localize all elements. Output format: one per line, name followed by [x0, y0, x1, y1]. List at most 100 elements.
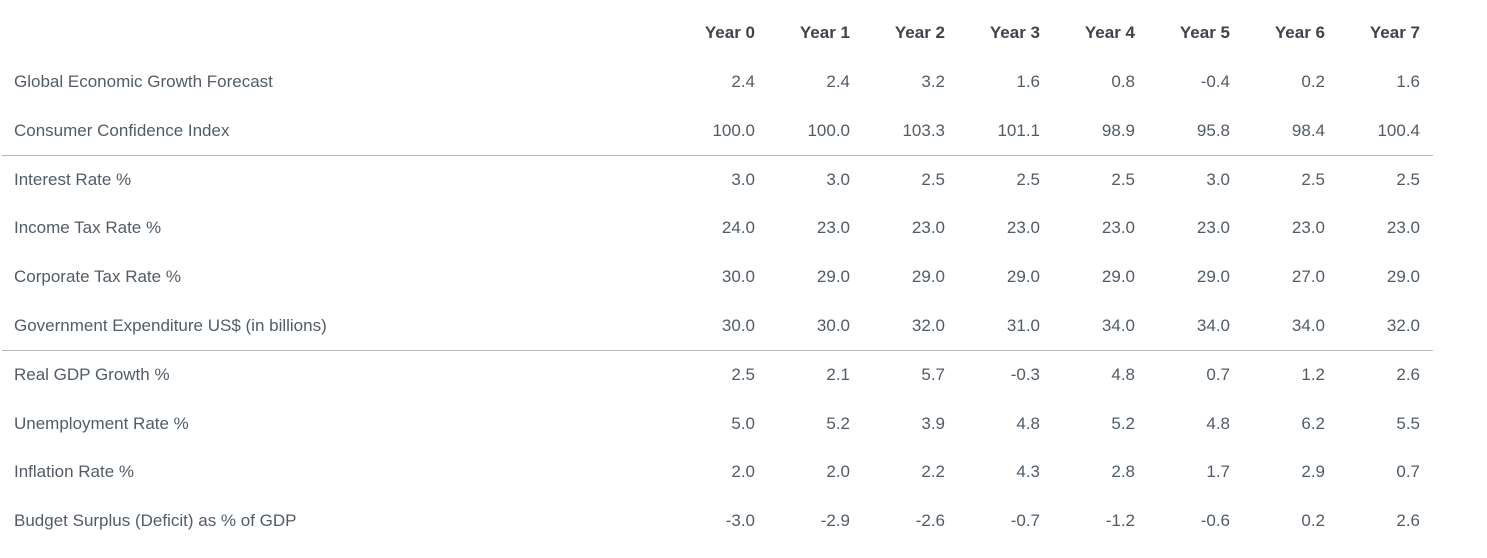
cell: 2.5	[850, 154, 945, 205]
cell: 30.0	[721, 267, 755, 287]
cell: 29.0	[1386, 267, 1420, 287]
cell: -2.6	[915, 511, 945, 531]
row-label: Global Economic Growth Forecast	[14, 72, 273, 91]
column-header-year-0: Year 0	[704, 23, 755, 43]
column-header-year-4: Year 4	[1084, 23, 1135, 43]
cell: 30.0	[816, 315, 850, 335]
row-label: Real GDP Growth %	[2, 350, 660, 400]
cell: 29.0	[911, 267, 945, 287]
cell: -0.3	[945, 350, 1040, 400]
cell: 2.6	[1396, 511, 1420, 531]
cell: 2.0	[826, 462, 850, 482]
table-row-budget-surplus-deficit: Budget Surplus (Deficit) as % of GDP -3.…	[2, 497, 1433, 546]
cell: 29.0	[1006, 267, 1040, 287]
cell: 2.0	[731, 462, 755, 482]
cell: -0.7	[1010, 511, 1040, 531]
cell: 95.8	[1196, 120, 1230, 140]
cell: 2.5	[1230, 154, 1325, 205]
cell: 2.8	[1111, 462, 1135, 482]
cell: 5.0	[731, 413, 755, 433]
cell: 0.7	[1396, 462, 1420, 482]
cell: -0.6	[1200, 511, 1230, 531]
table-row-global-economic-growth-forecast: Global Economic Growth Forecast 2.4 2.4 …	[2, 58, 1433, 107]
cell: 0.2	[1301, 72, 1325, 91]
cell: 23.0	[911, 218, 945, 238]
cell: 2.4	[826, 72, 850, 91]
cell: 27.0	[1291, 267, 1325, 287]
column-header-year-7: Year 7	[1369, 23, 1420, 43]
row-label: Consumer Confidence Index	[14, 120, 230, 140]
table-wrapper: Year 0 Year 1 Year 2 Year 3 Year 4 Year …	[2, 9, 1433, 546]
cell: 0.2	[1301, 511, 1325, 531]
cell: 2.5	[660, 350, 755, 400]
cell: 23.0	[1291, 218, 1325, 238]
row-label: Budget Surplus (Deficit) as % of GDP	[14, 511, 297, 531]
cell: 5.7	[850, 350, 945, 400]
cell: 4.8	[1016, 413, 1040, 433]
cell: 98.9	[1101, 120, 1135, 140]
cell: 0.7	[1135, 350, 1230, 400]
cell: 2.6	[1325, 350, 1433, 400]
cell: 2.5	[1040, 154, 1135, 205]
cell: 30.0	[721, 315, 755, 335]
cell: 4.8	[1040, 350, 1135, 400]
cell: 5.2	[826, 413, 850, 433]
cell: 23.0	[816, 218, 850, 238]
table-row-income-tax-rate: Income Tax Rate % 24.0 23.0 23.0 23.0 23…	[2, 204, 1433, 253]
cell: 5.2	[1111, 413, 1135, 433]
row-label: Income Tax Rate %	[14, 218, 162, 238]
cell: 32.0	[911, 315, 945, 335]
cell: 1.6	[1016, 72, 1040, 91]
cell: 32.0	[1386, 315, 1420, 335]
table-row-consumer-confidence-index: Consumer Confidence Index 100.0 100.0 10…	[2, 107, 1433, 156]
cell: 23.0	[1101, 218, 1135, 238]
cell: 29.0	[1101, 267, 1135, 287]
cell: 0.8	[1111, 72, 1135, 91]
cell: 23.0	[1006, 218, 1040, 238]
cell: 6.2	[1301, 413, 1325, 433]
cell: 2.5	[945, 154, 1040, 205]
cell: 31.0	[1006, 315, 1040, 335]
cell: 3.9	[921, 413, 945, 433]
column-header-year-1: Year 1	[799, 23, 850, 43]
cell: 1.7	[1206, 462, 1230, 482]
cell: 5.5	[1396, 413, 1420, 433]
column-header-year-6: Year 6	[1274, 23, 1325, 43]
cell: 34.0	[1101, 315, 1135, 335]
cell: 34.0	[1196, 315, 1230, 335]
cell: 103.3	[902, 120, 945, 140]
cell: 100.0	[807, 120, 850, 140]
cell: 23.0	[1196, 218, 1230, 238]
cell: 4.8	[1206, 413, 1230, 433]
cell: 29.0	[816, 267, 850, 287]
row-label: Government Expenditure US$ (in billions)	[14, 315, 327, 335]
row-label: Interest Rate %	[2, 154, 660, 205]
column-header-year-2: Year 2	[894, 23, 945, 43]
table-row-government-expenditure: Government Expenditure US$ (in billions)…	[2, 302, 1433, 351]
cell: -0.4	[1200, 72, 1230, 91]
row-label: Unemployment Rate %	[14, 413, 189, 433]
row-label: Corporate Tax Rate %	[14, 267, 181, 287]
column-header-year-3: Year 3	[989, 23, 1040, 43]
cell: 3.0	[1135, 154, 1230, 205]
cell: 3.2	[921, 72, 945, 91]
corner-cell	[2, 9, 660, 58]
cell: 3.0	[755, 154, 850, 205]
table-row-inflation-rate: Inflation Rate % 2.0 2.0 2.2 4.3 2.8 1.7…	[2, 448, 1433, 497]
cell: 100.0	[712, 120, 755, 140]
table-row-real-gdp-growth: Real GDP Growth % 2.5 2.1 5.7 -0.3 4.8 0…	[2, 350, 1433, 400]
cell: 29.0	[1196, 267, 1230, 287]
cell: 101.1	[997, 120, 1040, 140]
row-label: Inflation Rate %	[14, 462, 135, 482]
table-row-corporate-tax-rate: Corporate Tax Rate % 30.0 29.0 29.0 29.0…	[2, 253, 1433, 302]
cell: 1.2	[1230, 350, 1325, 400]
cell: 3.0	[660, 154, 755, 205]
table-row-interest-rate: Interest Rate % 3.0 3.0 2.5 2.5 2.5 3.0 …	[2, 154, 1433, 205]
cell: 34.0	[1291, 315, 1325, 335]
cell: 2.9	[1301, 462, 1325, 482]
cell: 2.1	[755, 350, 850, 400]
cell: -3.0	[725, 511, 755, 531]
economic-indicators-table: Year 0 Year 1 Year 2 Year 3 Year 4 Year …	[2, 9, 1433, 546]
column-header-year-5: Year 5	[1179, 23, 1230, 43]
